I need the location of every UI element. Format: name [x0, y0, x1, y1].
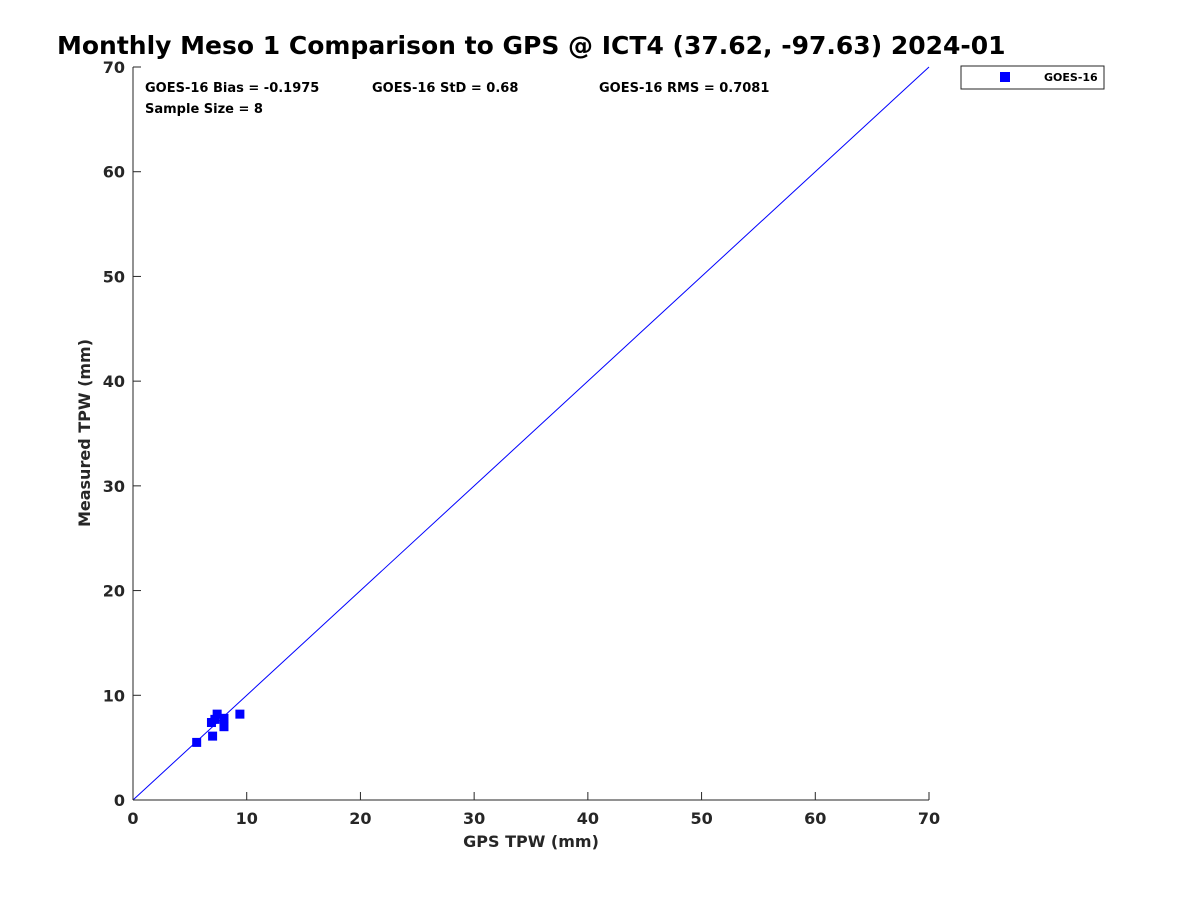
x-tick-label: 70 — [918, 809, 940, 828]
data-point — [212, 709, 222, 719]
x-tick-label: 0 — [127, 809, 138, 828]
x-tick-label: 60 — [804, 809, 826, 828]
y-tick-label: 0 — [114, 791, 125, 810]
y-tick-label: 50 — [103, 267, 125, 286]
data-point — [219, 722, 229, 732]
sample-size-annotation: Sample Size = 8 — [145, 102, 263, 117]
rms-annotation: GOES-16 RMS = 0.7081 — [599, 81, 769, 96]
y-tick-label: 40 — [103, 372, 125, 391]
std-annotation: GOES-16 StD = 0.68 — [372, 81, 518, 96]
y-tick-label: 10 — [103, 686, 125, 705]
one-to-one-line — [132, 66, 930, 801]
x-tick-label: 40 — [577, 809, 599, 828]
bias-annotation: GOES-16 Bias = -0.1975 — [145, 81, 319, 96]
x-axis-label: GPS TPW (mm) — [463, 832, 599, 851]
data-point — [210, 714, 220, 724]
x-tick-label: 30 — [463, 809, 485, 828]
legend-box — [960, 65, 1105, 90]
y-tick-label: 60 — [103, 163, 125, 182]
legend: GOES-16 — [960, 65, 1105, 90]
y-tick-label: 70 — [103, 58, 125, 77]
x-tick-label: 50 — [690, 809, 712, 828]
data-point — [208, 731, 218, 741]
data-point — [192, 737, 202, 747]
x-tick-label: 20 — [349, 809, 371, 828]
chart-title: Monthly Meso 1 Comparison to GPS @ ICT4 … — [57, 31, 1006, 60]
data-point — [219, 713, 229, 723]
x-tick-label: 10 — [236, 809, 258, 828]
legend-marker — [1000, 72, 1010, 82]
y-tick-label: 20 — [103, 582, 125, 601]
y-tick-label: 30 — [103, 477, 125, 496]
legend-label: GOES-16 — [1044, 71, 1098, 84]
data-point — [235, 709, 245, 719]
y-axis-label: Measured TPW (mm) — [75, 339, 94, 527]
